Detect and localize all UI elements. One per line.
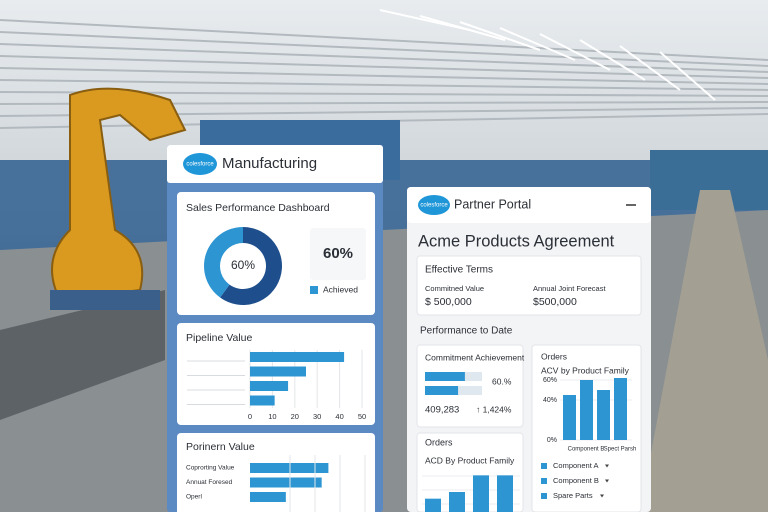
- dropdown-arrow: [605, 479, 609, 483]
- bar: [614, 378, 627, 440]
- card-title: Porinern Value: [186, 441, 255, 453]
- bar: [250, 477, 322, 488]
- light-strip: [539, 33, 611, 71]
- y-tick-label: 0%: [547, 437, 557, 444]
- legend-swatch: [541, 493, 547, 499]
- card-subtitle: ACV by Product Family: [541, 365, 630, 375]
- card-title: Commitment Achievement: [425, 352, 525, 362]
- light-strip: [619, 45, 681, 91]
- x-tick-label: 10: [268, 412, 276, 421]
- field-label: Commitned Value: [425, 284, 484, 293]
- robot-base: [50, 290, 160, 310]
- ceiling-beam: [0, 43, 768, 73]
- legend-swatch: [310, 286, 318, 294]
- card-title: Orders: [541, 351, 567, 361]
- donut-achieved: [220, 227, 282, 305]
- bar: [250, 463, 329, 473]
- panel-title: Manufacturing: [222, 155, 317, 172]
- legend-swatch: [541, 478, 547, 484]
- dropdown-arrow: [605, 464, 609, 468]
- change-value: ↑ 1,424%: [476, 404, 512, 414]
- bar: [250, 366, 306, 377]
- category-label: Annuat Foresed: [186, 479, 233, 486]
- bar: [580, 380, 593, 440]
- legend-label: Component B: [553, 476, 599, 485]
- dropdown-arrow: [600, 494, 604, 498]
- bar: [250, 492, 286, 502]
- kpi-value: 60%: [323, 245, 353, 262]
- x-tick-label: 30: [313, 412, 321, 421]
- bar: [597, 390, 610, 440]
- x-tick-label: 20: [291, 412, 299, 421]
- bar: [425, 386, 459, 395]
- y-tick-label: 60%: [543, 377, 557, 384]
- panel-header: [407, 187, 651, 223]
- x-tick-label: 40: [335, 412, 343, 421]
- x-tick-label: 50: [358, 412, 366, 421]
- ceiling-beam: [0, 67, 768, 85]
- card: [416, 255, 642, 316]
- bar: [473, 475, 489, 512]
- kpi-box: [310, 228, 366, 280]
- ceiling-beam: [0, 79, 768, 91]
- legend-swatch: [541, 463, 547, 469]
- percent-label: 60.%: [492, 376, 512, 386]
- card-title: Pipeline Value: [186, 332, 253, 344]
- bar: [563, 395, 576, 440]
- card-title: Sales Performance Dashboard: [186, 202, 330, 214]
- y-tick-label: 40%: [543, 397, 557, 404]
- section-title: Performance to Date: [420, 326, 513, 337]
- card-title: Orders: [425, 437, 453, 447]
- x-tick-label: 0: [248, 412, 252, 421]
- ceiling-beam: [0, 55, 768, 79]
- bar: [425, 498, 441, 512]
- logo-text: colesforce: [420, 203, 448, 209]
- x-tick-label: Spect Parsh: [604, 447, 637, 453]
- logo-cloud: [418, 195, 450, 215]
- bar: [425, 372, 465, 381]
- bar: [250, 352, 345, 362]
- category-label: Operl: [186, 494, 202, 501]
- field-label: Annual Joint Forecast: [533, 284, 606, 293]
- light-strip: [459, 21, 541, 51]
- legend-label: Achieved: [323, 284, 358, 294]
- x-tick-label: Component B: [568, 447, 605, 453]
- light-strip: [419, 15, 506, 41]
- light-strip: [659, 51, 716, 101]
- light-strip: [579, 39, 646, 81]
- panel-title: Partner Portal: [454, 197, 531, 211]
- field-value: $500,000: [533, 296, 577, 308]
- light-strip: [499, 27, 576, 61]
- ui-layer: colesforce Manufacturing Sales Performance…: [167, 145, 651, 512]
- bar: [250, 381, 289, 391]
- count-value: 409,283: [425, 405, 459, 416]
- bar: [449, 492, 465, 512]
- bar: [250, 395, 275, 406]
- ceiling-beam: [0, 19, 768, 61]
- logo-cloud: [183, 153, 217, 175]
- robot-arm: [51, 87, 187, 302]
- panel-header: [167, 145, 383, 183]
- card-subtitle: ACD By Product Family: [425, 455, 515, 465]
- donut-remaining: [204, 227, 243, 298]
- field-value: $ 500,000: [425, 296, 472, 308]
- category-label: Coprorting Value: [186, 465, 235, 472]
- legend-label: Spare Parts: [553, 491, 593, 500]
- card: [416, 432, 524, 512]
- bar: [497, 475, 513, 512]
- logo-text: colesforce: [186, 162, 214, 168]
- legend-label: Component A: [553, 461, 598, 470]
- donut-label: 60%: [231, 258, 255, 272]
- walkway: [640, 190, 768, 512]
- page-heading: Acme Products Agreement: [418, 232, 615, 250]
- conveyor: [0, 290, 165, 420]
- card-title: Effective Terms: [425, 265, 493, 276]
